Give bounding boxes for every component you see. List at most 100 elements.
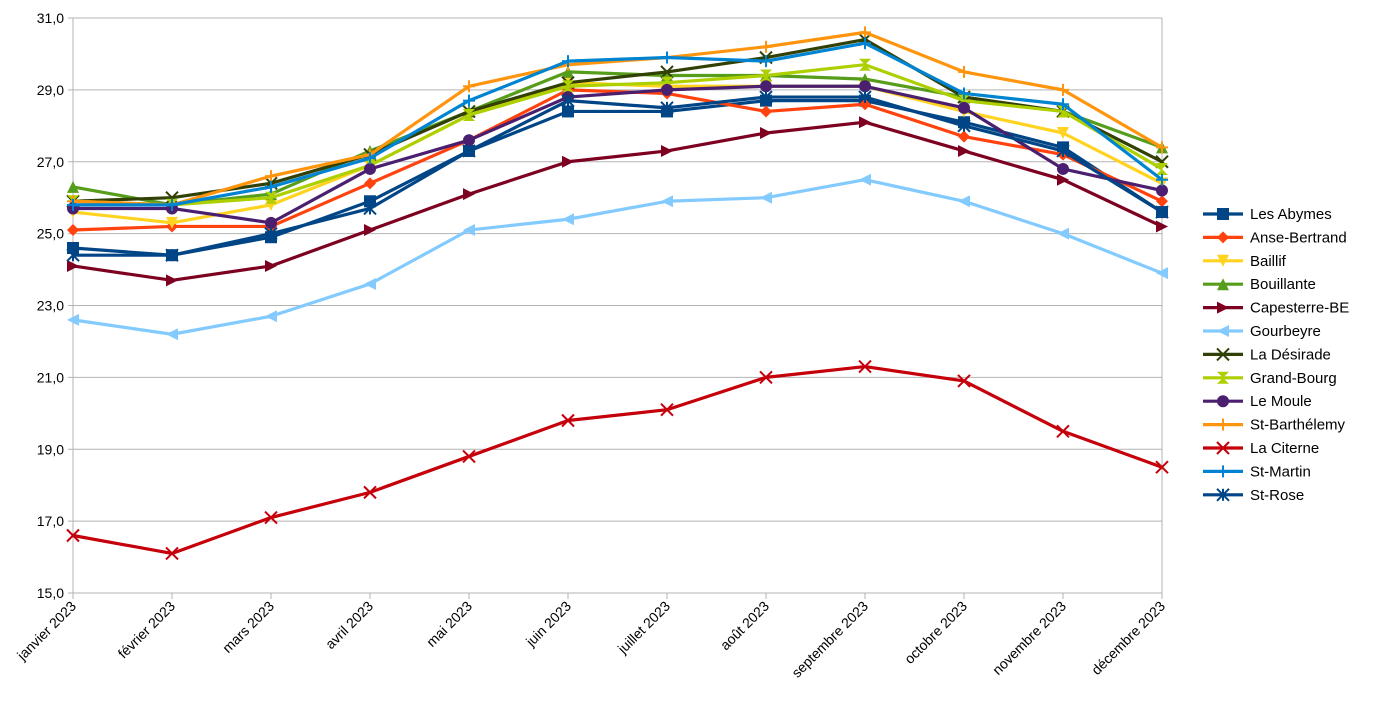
y-tick-label: 23,0 [37,298,64,314]
legend-label: Anse-Bertrand [1250,229,1347,246]
data-point [264,510,278,525]
data-point [66,528,80,543]
legend-marker [1217,208,1229,220]
y-tick-label: 27,0 [37,154,64,170]
data-point [1057,83,1069,96]
data-point [562,155,574,168]
data-point [463,134,475,147]
x-tick-label: mai 2023 [423,598,475,650]
series-line [72,364,1163,556]
legend-entry: Les Abymes [1203,206,1332,223]
data-point [463,224,475,237]
data-point [859,37,871,50]
data-point [859,80,871,93]
series-11 [67,37,1168,211]
data-point [1156,195,1168,208]
data-point [165,190,179,205]
y-axis-tick-labels: 15,0 17,0 19,0 21,0 23,0 25,0 27,0 29,0 31,0 [37,10,64,601]
data-point [859,116,871,129]
data-point [562,213,574,226]
x-tick-label: octobre 2023 [901,598,970,667]
legend-entry: Baillif [1203,253,1287,270]
legend-label: La Citerne [1250,440,1319,457]
series-line [72,30,1163,207]
data-point [759,90,773,104]
data-point [661,195,673,208]
y-tick-label: 25,0 [37,226,64,242]
data-point [561,93,575,108]
x-tick-label: septembre 2023 [788,598,871,681]
legend-entry: St-Rose [1203,487,1304,504]
data-point [66,248,80,262]
legend-marker [1217,465,1229,478]
data-point [859,173,871,186]
x-tick-label: juillet 2023 [614,598,674,658]
legend-marker [1217,395,1229,408]
data-point [265,180,277,193]
data-point [265,170,277,183]
data-point [265,216,277,229]
data-point [67,198,79,211]
data-point [265,310,277,323]
series-line [72,63,1163,207]
data-point [661,83,673,96]
legend-entry: St-Martin [1203,463,1311,480]
data-point [462,449,476,464]
x-tick-label: août 2023 [717,598,773,654]
data-point [958,144,970,157]
data-point [1056,424,1070,438]
data-point [958,65,970,78]
legend-entry: La Désirade [1203,346,1331,363]
legend-entry: Gourbeyre [1203,323,1321,340]
x-tick-label: décembre 2023 [1088,598,1168,678]
series-12 [66,90,1169,262]
series-4 [67,116,1168,287]
data-point [957,374,971,388]
y-tick-label: 19,0 [37,441,64,457]
data-point [364,162,376,175]
legend-marker [1217,231,1229,244]
data-point [463,188,475,201]
data-point [858,90,872,104]
legend-label: St-Barthélemy [1250,417,1346,434]
legend-label: Les Abymes [1250,206,1332,223]
data-point [958,130,970,143]
legend-label: St-Martin [1250,463,1311,480]
x-tick-label: avril 2023 [322,598,376,652]
x-tick-label: février 2023 [115,598,179,662]
legend-label: Bouillante [1250,276,1316,293]
series-line [72,120,1163,282]
data-point [166,198,178,211]
data-point [1155,460,1169,474]
data-point [660,101,674,115]
gridlines [68,17,1162,594]
data-point [661,51,673,64]
data-point [1156,173,1168,186]
series-5 [67,173,1168,341]
series-line [72,88,1163,232]
data-point [463,109,475,122]
data-point [562,80,574,93]
data-point [760,55,772,68]
data-point [660,403,674,417]
data-point [67,313,79,326]
data-point [660,65,674,79]
data-point [1057,227,1069,240]
data-point [661,144,673,157]
series-line [73,84,1163,225]
x-axis-tick-labels: janvier 2023 février 2023 mars 2023 avril 2… [13,598,1168,681]
data-point [166,328,178,341]
data-point [1156,267,1168,280]
data-point [165,248,179,262]
data-point [859,26,871,39]
data-point [463,94,475,107]
data-point [364,224,376,237]
y-tick-label: 31,0 [37,10,64,26]
data-point [67,259,79,272]
data-point [1156,184,1168,197]
legend-entry: Capesterre-BE [1203,300,1349,317]
legend-marker [1217,325,1229,337]
y-tick-label: 21,0 [37,369,64,385]
data-point [1057,173,1069,186]
